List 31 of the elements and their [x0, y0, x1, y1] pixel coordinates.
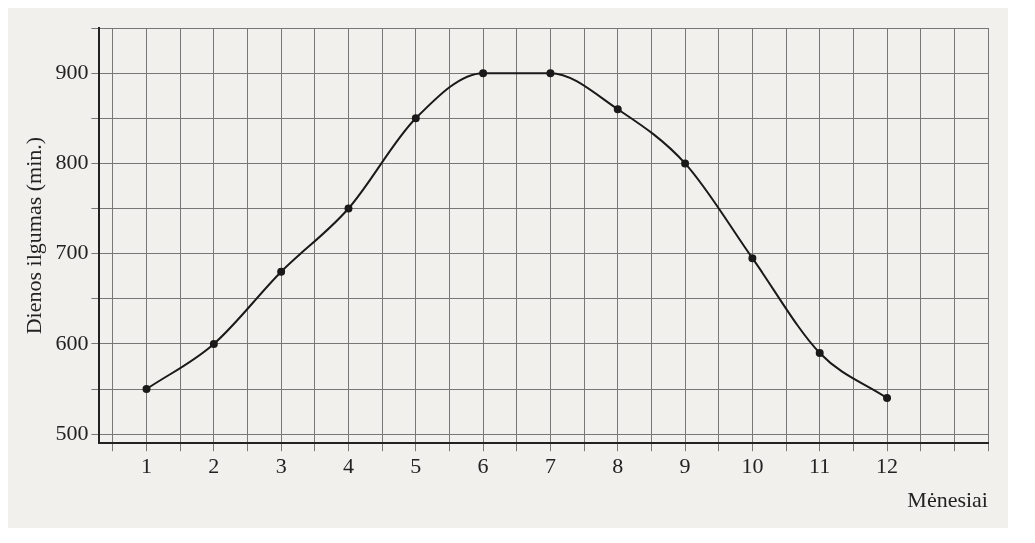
- point: [681, 159, 690, 168]
- x-tick-label: 4: [342, 453, 354, 479]
- x-tick-label: 1: [141, 453, 153, 479]
- y-tick-label: 800: [55, 149, 89, 175]
- x-tick-label: 8: [612, 453, 624, 479]
- point: [546, 69, 555, 78]
- x-tick-label: 11: [809, 453, 831, 479]
- x-axis-title: Mėnesiai: [907, 486, 988, 512]
- point: [883, 394, 892, 403]
- x-tick-label: 6: [477, 453, 489, 479]
- point: [815, 348, 824, 357]
- y-tick-label: 700: [55, 239, 89, 265]
- x-tick-label: 12: [876, 453, 899, 479]
- point: [411, 114, 420, 123]
- x-tick-label: 5: [410, 453, 422, 479]
- y-tick-label: 600: [55, 329, 89, 355]
- y-tick-label: 900: [55, 58, 89, 84]
- point: [613, 105, 622, 114]
- point: [209, 339, 218, 348]
- x-tick-label: 9: [679, 453, 691, 479]
- point: [479, 69, 488, 78]
- point: [142, 385, 151, 394]
- x-tick-label: 3: [275, 453, 287, 479]
- x-tick-label: 10: [741, 453, 764, 479]
- y-axis-title: Dienos ilgumas (min.): [20, 136, 46, 335]
- point: [277, 267, 286, 276]
- point: [748, 254, 757, 263]
- x-tick-label: 2: [208, 453, 220, 479]
- x-tick-label: 7: [544, 453, 556, 479]
- point: [344, 204, 353, 213]
- y-tick-label: 500: [55, 419, 89, 445]
